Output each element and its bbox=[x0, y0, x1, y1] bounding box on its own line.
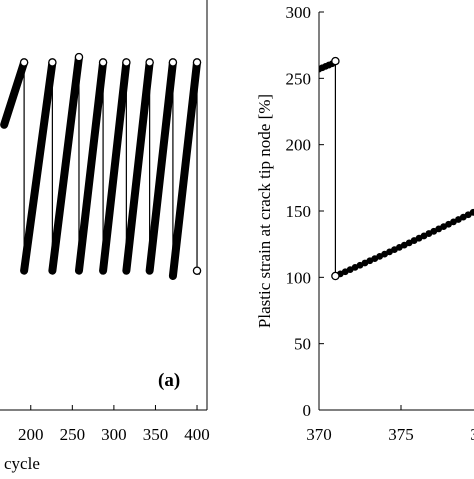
open-marker bbox=[122, 58, 131, 67]
right-y-tick-label: 250 bbox=[286, 69, 312, 88]
right-x-tick-label: 375 bbox=[388, 425, 414, 444]
open-marker bbox=[48, 58, 57, 67]
series-ramp bbox=[122, 58, 154, 275]
open-marker bbox=[192, 58, 202, 67]
open-marker bbox=[98, 58, 108, 67]
left-panel: 200 250 300 350 400 (a) cycle bbox=[0, 0, 210, 473]
right-x-tick-label: 370 bbox=[306, 425, 332, 444]
right-x-tick-label: 380 bbox=[470, 425, 474, 444]
right-y-axis-title: Plastic strain at crack tip node [%] bbox=[255, 94, 274, 328]
open-marker bbox=[192, 266, 202, 275]
right-y-tick-label: 100 bbox=[286, 268, 312, 287]
right-y-tick-label: 50 bbox=[294, 335, 311, 354]
series-ramp bbox=[145, 58, 177, 275]
right-y-tick-label: 200 bbox=[286, 136, 312, 155]
left-plot-area bbox=[0, 52, 202, 281]
panel-label: (a) bbox=[158, 370, 180, 391]
open-marker bbox=[331, 56, 340, 66]
open-marker bbox=[74, 52, 84, 62]
series-ramp bbox=[48, 53, 83, 275]
open-marker bbox=[331, 271, 340, 281]
left-x-axis-title: cycle bbox=[4, 454, 40, 473]
series-ramp bbox=[0, 58, 29, 129]
left-x-tick-label: 400 bbox=[184, 425, 210, 444]
right-y-tick-label: 150 bbox=[286, 202, 312, 221]
open-marker bbox=[19, 58, 29, 67]
open-marker bbox=[168, 58, 178, 67]
right-y-tick-label: 300 bbox=[286, 3, 312, 22]
right-plot-area bbox=[319, 56, 474, 281]
series-ramp bbox=[74, 58, 108, 275]
right-panel: 0 50 100 150 200 250 300 370 375 380 Plastic stra… bbox=[255, 3, 474, 444]
left-x-tick-label: 250 bbox=[60, 425, 86, 444]
series-ramp bbox=[168, 58, 202, 281]
right-y-tick-label: 0 bbox=[303, 401, 312, 420]
series-ramp bbox=[20, 58, 57, 275]
right-data-point bbox=[469, 208, 474, 216]
left-x-tick-label: 300 bbox=[101, 425, 127, 444]
open-marker bbox=[145, 58, 154, 67]
right-series-line bbox=[319, 59, 474, 277]
series-ramp bbox=[99, 58, 131, 275]
left-x-tick-label: 200 bbox=[18, 425, 44, 444]
left-x-tick-label: 350 bbox=[143, 425, 169, 444]
